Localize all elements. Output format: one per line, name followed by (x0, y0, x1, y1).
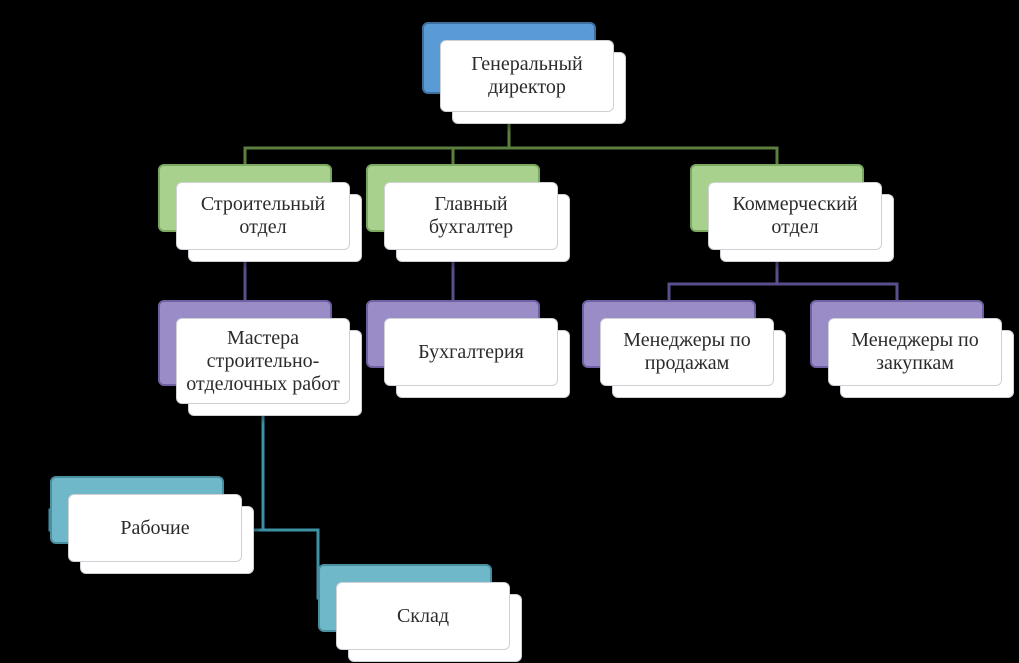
org-node-label-masters: Мастера строительно-отделочных работ (176, 318, 350, 404)
org-node-label-construct: Строительный отдел (176, 182, 350, 250)
org-node-label-warehouse: Склад (336, 582, 510, 650)
org-node-label-commerce: Коммерческий отдел (708, 182, 882, 250)
org-node-label-purch: Менеджеры по закупкам (828, 318, 1002, 386)
org-node-label-sales: Менеджеры по продажам (600, 318, 774, 386)
org-node-label-accdept: Бухгалтерия (384, 318, 558, 386)
org-node-label-workers: Рабочие (68, 494, 242, 562)
org-node-label-chiefacc: Главный бухгалтер (384, 182, 558, 250)
org-node-label-root: Генеральный директор (440, 40, 614, 112)
